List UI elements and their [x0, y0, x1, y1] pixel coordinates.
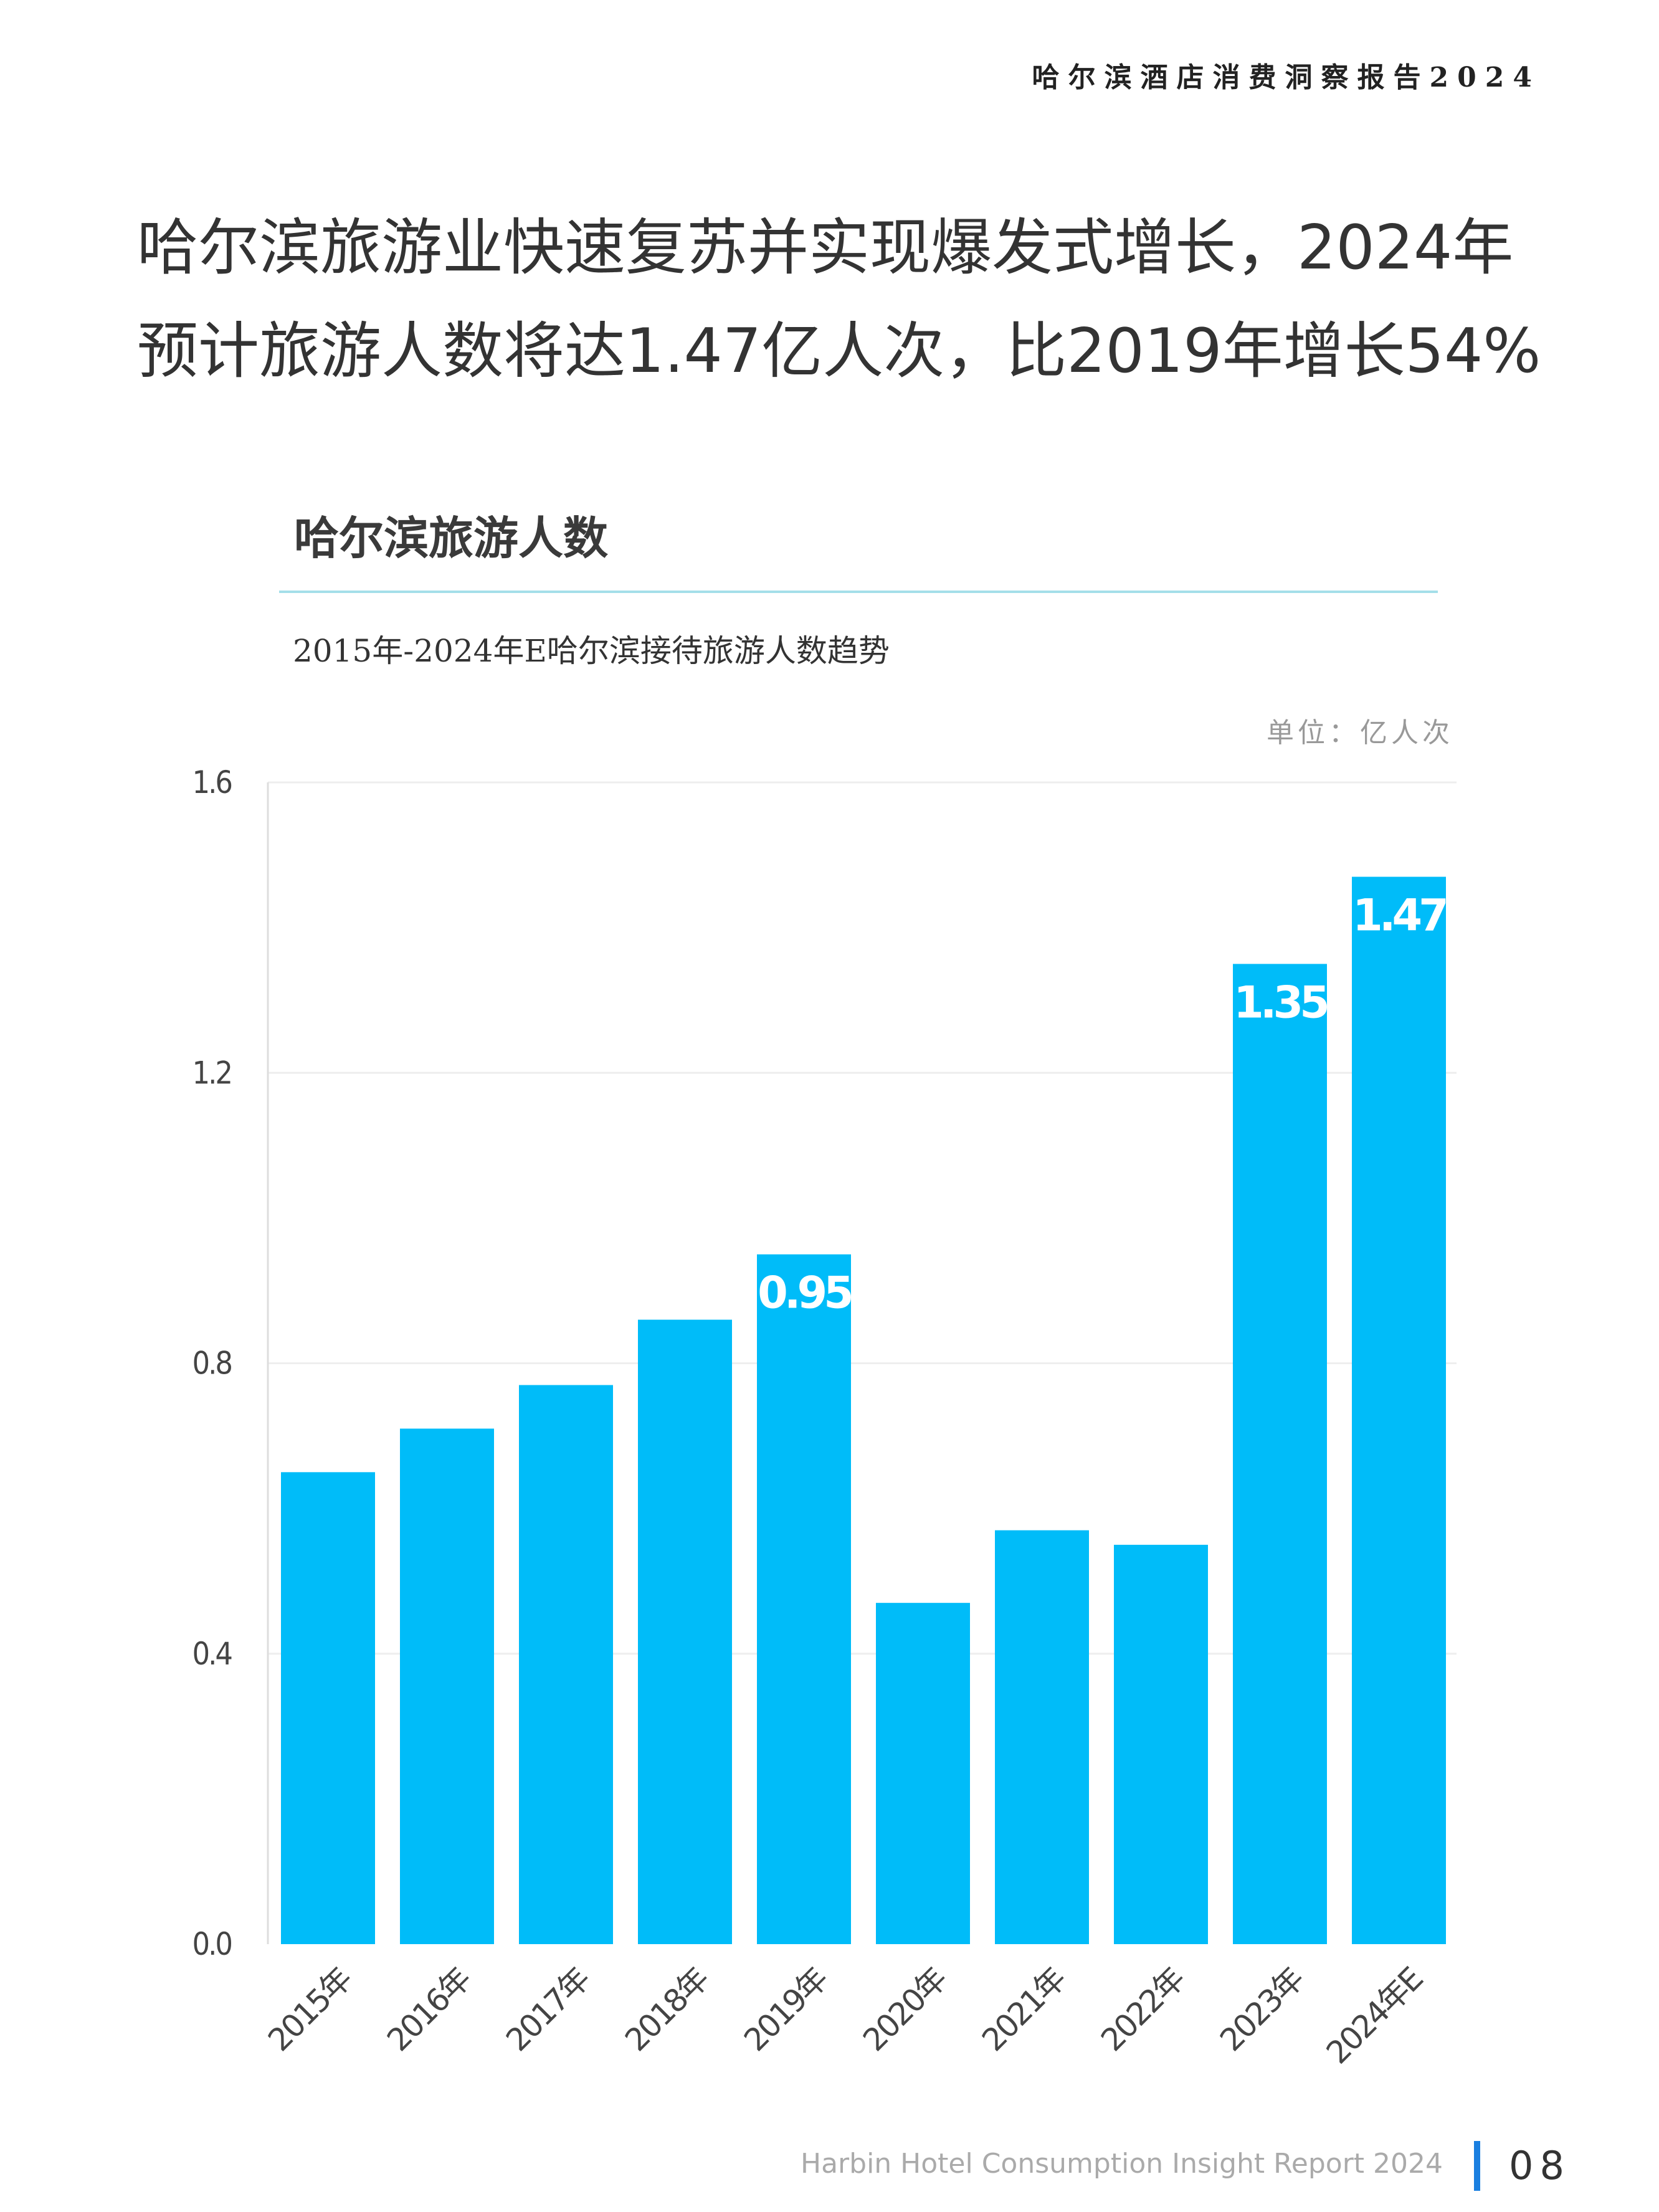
chart-subtitle: 2015年-2024年E哈尔滨接待旅游人数趋势: [293, 633, 890, 669]
x-tick-label: 2022年: [1094, 1961, 1191, 2058]
bar: [1233, 964, 1327, 1944]
x-tick-label: 2017年: [499, 1961, 596, 2058]
y-tick-label: 1.6: [192, 764, 231, 800]
bar: [1352, 876, 1446, 1944]
y-tick-label: 0.8: [192, 1346, 231, 1382]
data-label: 1.47: [1352, 890, 1446, 941]
x-tick-label: 2018年: [618, 1961, 715, 2058]
bar: [757, 1254, 851, 1944]
x-tick-label: 2021年: [975, 1961, 1072, 2058]
page-number: 08: [1509, 2143, 1571, 2188]
bar: [638, 1319, 732, 1944]
page-accent-bar: [1474, 2141, 1480, 2191]
x-tick-label: 2016年: [380, 1961, 477, 2058]
footer-text: Harbin Hotel Consumption Insight Report …: [801, 2148, 1443, 2180]
x-tick-label: 2023年: [1213, 1961, 1310, 2058]
report-title: 哈尔滨酒店消费洞察报告2024: [1032, 62, 1541, 93]
x-tick-label: 2024年E: [1319, 1961, 1429, 2071]
x-tick-label: 2019年: [737, 1961, 834, 2058]
x-tick-label: 2020年: [856, 1961, 953, 2058]
y-tick-label: 0.0: [192, 1926, 231, 1962]
bar: [995, 1530, 1089, 1944]
bar: [876, 1603, 970, 1944]
chart-title: 哈尔滨旅游人数: [294, 512, 609, 564]
bar: [1114, 1544, 1208, 1944]
headline: 哈尔滨旅游业快速复苏并实现爆发式增长，2024年预计旅游人数将达1.47亿人次，…: [137, 212, 1541, 387]
divider: [279, 591, 1438, 593]
chart-unit: 单位：亿人次: [1267, 717, 1453, 749]
data-label: 0.95: [758, 1268, 851, 1319]
x-tick-label: 2015年: [261, 1961, 358, 2058]
y-tick-label: 0.4: [192, 1636, 232, 1672]
y-tick-label: 1.2: [192, 1055, 231, 1091]
bar: [400, 1428, 494, 1944]
data-label: 1.35: [1234, 977, 1327, 1028]
bar: [281, 1472, 375, 1944]
bar: [519, 1385, 613, 1944]
